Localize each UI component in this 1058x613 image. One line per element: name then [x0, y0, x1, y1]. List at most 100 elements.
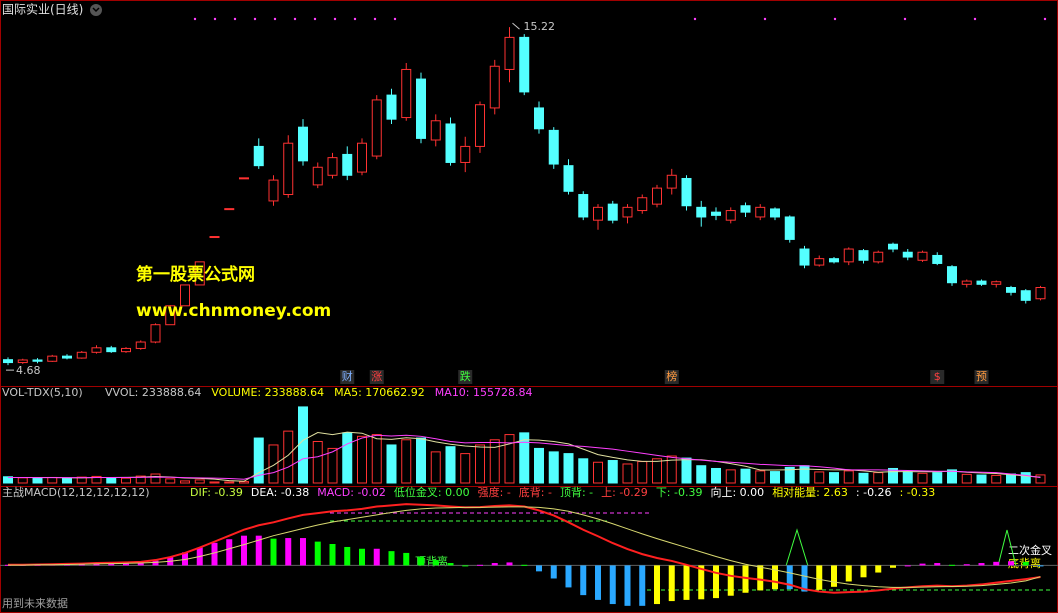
volume-bar	[711, 467, 721, 484]
candle-body	[534, 107, 544, 130]
macd-bar	[580, 565, 587, 596]
legend-entry: 强度: -	[478, 485, 511, 499]
volume-bar	[386, 444, 397, 484]
candle-body	[755, 206, 766, 218]
candle-body	[17, 359, 28, 364]
macd-bar	[491, 563, 498, 566]
macd-bar	[329, 544, 336, 566]
volume-bar	[578, 458, 589, 484]
event-box	[340, 370, 355, 384]
volume-bar	[209, 481, 220, 484]
volume-bar	[224, 481, 235, 484]
macd-bar	[182, 552, 188, 566]
high-arrow	[512, 22, 520, 30]
high-label: 15.22	[524, 20, 556, 33]
macd-bar	[388, 551, 395, 566]
macd-bar	[211, 542, 218, 566]
macd-bar	[609, 565, 616, 605]
candle-body	[475, 104, 485, 147]
legend-entry: MACD: -0.02	[317, 486, 386, 499]
event-label: 预	[976, 370, 987, 383]
candle-body	[843, 248, 854, 263]
candle-body	[489, 65, 500, 109]
legend-entry: MA10: 155728.84	[435, 386, 533, 399]
candle-body	[445, 123, 456, 163]
macd-bar	[536, 565, 542, 572]
volume-bar	[843, 470, 854, 484]
marker-dot	[293, 17, 297, 21]
macd-bar	[447, 563, 454, 566]
macd-bar	[978, 563, 985, 566]
legend-entry: 下: -0.39	[656, 486, 703, 499]
candle-body	[1006, 287, 1016, 293]
legend-entry: DEA: -0.38	[251, 486, 309, 499]
candle-body	[932, 254, 943, 264]
macd-bar	[683, 565, 690, 600]
candle-body	[327, 157, 338, 176]
candle-body	[401, 68, 412, 119]
macd-bar	[300, 538, 306, 566]
volume-bar	[548, 451, 559, 484]
volume-bar	[637, 461, 648, 484]
candle-body	[386, 94, 397, 120]
volume-bar	[696, 465, 707, 484]
marker-dot	[313, 17, 317, 21]
candle-body	[696, 206, 707, 218]
dif-line	[8, 503, 1041, 594]
candle-body	[947, 266, 957, 284]
macd-bar	[654, 565, 660, 605]
volume-bar	[740, 468, 751, 484]
volume-bar	[283, 430, 294, 484]
volume-bar	[47, 476, 58, 484]
signal-spike	[785, 528, 1017, 567]
candle-body	[961, 280, 972, 285]
volume-bar	[593, 461, 603, 484]
macd-bar	[742, 565, 749, 593]
marker-dot	[393, 17, 397, 21]
candle-body	[991, 281, 1002, 285]
volume-bar	[489, 439, 500, 484]
low-label: 4.68	[16, 364, 41, 377]
volume-bar	[1035, 474, 1046, 484]
macd-bar	[816, 565, 823, 590]
macd-bar	[801, 565, 808, 592]
watermark: www.chnmoney.com	[136, 301, 331, 321]
marker-dot	[833, 17, 837, 21]
candle-body	[3, 359, 13, 364]
legend-entry: VVOL: 233888.64	[105, 386, 201, 399]
candle-body	[504, 36, 515, 70]
legend-entry: 顶背: -	[560, 485, 593, 499]
volume-bar	[873, 472, 884, 484]
macd-bar	[639, 565, 646, 606]
candle-body	[180, 284, 190, 307]
macd-bar	[624, 565, 631, 606]
macd-bar	[93, 563, 100, 566]
volume-bar	[121, 477, 131, 484]
volume-bar	[401, 439, 412, 484]
macd-bar	[344, 546, 351, 566]
candle-body	[681, 177, 692, 207]
legend-entry: 底背: -	[519, 485, 552, 499]
macd-bar	[993, 561, 1000, 566]
candle-body	[1020, 290, 1031, 301]
volume-bar	[165, 478, 176, 484]
candle-body	[725, 210, 736, 221]
volume-bar	[991, 474, 1002, 484]
event-label: 榜	[666, 369, 677, 383]
macd-bar	[550, 565, 557, 579]
volume-bar	[563, 453, 574, 484]
macd-bar	[418, 557, 424, 566]
marker-dot	[353, 17, 357, 21]
volume-bar	[888, 467, 898, 484]
candle-body	[607, 203, 618, 221]
marker-dot	[763, 17, 767, 21]
volume-bar	[17, 477, 28, 484]
candle-body	[416, 78, 426, 139]
macd-bar	[432, 560, 439, 566]
macd-bar	[727, 565, 734, 596]
marker-dot	[693, 17, 697, 21]
macd-bar	[919, 563, 926, 566]
event-label: 跌	[460, 369, 471, 383]
volume-bar	[91, 475, 102, 484]
